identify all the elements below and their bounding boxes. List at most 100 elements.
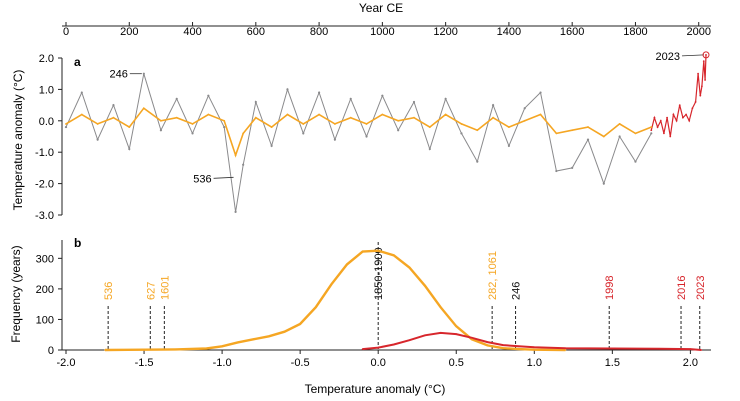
- panel-a-letter: a: [74, 55, 81, 69]
- panel-b-smoothed-point: [346, 263, 348, 266]
- panel-b-x-axis-label: Temperature anomaly (°C): [305, 382, 446, 396]
- panel-b-points: [104, 249, 703, 351]
- panel-a-annotations: 246 536 2023: [109, 51, 710, 185]
- panel-b-smoothed-point: [502, 347, 504, 349]
- panel-a-instrumental-point: [704, 79, 706, 81]
- panel-a-smoothed-point: [175, 116, 178, 119]
- panel-b-instrumental-point: [471, 336, 473, 339]
- panel-a-x-tick-label: 600: [247, 26, 265, 38]
- panel-b-instrumental-point: [689, 348, 692, 350]
- panel-b-smoothed-point: [471, 338, 473, 341]
- panel-a-annual-point: [128, 147, 131, 151]
- panel-a-annual-point: [191, 132, 194, 135]
- panel-a-points: [64, 53, 707, 213]
- panel-a-smoothed-point: [302, 123, 305, 125]
- panel-b-smoothed-point: [486, 344, 489, 347]
- panel-a-annual-point: [634, 160, 637, 163]
- panel-a-annual-point: [428, 147, 431, 151]
- panel-a-instrumental-point: [675, 119, 678, 122]
- panel-b-y-tick-label: 0: [48, 345, 54, 357]
- panel-a-annotation-marker: [702, 51, 710, 59]
- panel-b-instrumental-point: [393, 343, 395, 346]
- panel-a-x-tick-label: 1400: [497, 26, 521, 38]
- panel-a-x-tick-label: 1600: [560, 26, 584, 38]
- panel-b-marker-label: 2016: [676, 276, 688, 300]
- panel-b-smoothed-point: [533, 348, 536, 351]
- panel-a-smoothed-point: [508, 126, 510, 128]
- panel-a-instrumental-point: [699, 94, 702, 97]
- panel-b-marker-label: 627: [145, 282, 157, 300]
- panel-a-instrumental-point: [659, 119, 662, 122]
- panel-b-year-markers: 536 627 1601 1850-1900 282, 1061 246 1998 2016 2…: [103, 242, 707, 349]
- panel-b-x-tick-label: 1.5: [605, 357, 620, 369]
- panel-a-smoothed-point: [334, 123, 336, 125]
- panel-b-smoothed-point: [424, 285, 426, 287]
- panel-b-instrumental-point: [455, 333, 458, 335]
- panel-a-annual-point: [412, 100, 416, 104]
- panel-b-smoothed-point: [408, 266, 411, 269]
- panel-a-smoothed-point: [460, 123, 463, 125]
- panel-a-instrumental-point: [705, 53, 707, 56]
- panel-b-marker-label: 246: [511, 282, 523, 300]
- panel-a-instrumental-point: [650, 129, 653, 132]
- instrumental-temperature-line: [650, 54, 707, 137]
- panel-b-x-tick-label: 1.0: [527, 357, 542, 369]
- panel-a-instrumental-point: [691, 107, 694, 110]
- smoothed-temperature-line: [65, 107, 652, 158]
- panel-b-smoothed-point: [236, 341, 239, 344]
- panel-a-smoothed-point: [80, 113, 83, 116]
- panel-b-smoothed-point: [564, 349, 567, 351]
- panel-a-instrumental-point: [694, 101, 697, 103]
- panel-a-smoothed-point: [254, 116, 257, 119]
- panel-a-smoothed-point: [349, 116, 352, 119]
- panel-a-annotation-label: 536: [193, 173, 211, 185]
- panel-a-smoothed-point: [413, 116, 415, 119]
- panel-a-smoothed-point: [234, 154, 237, 157]
- panel-b-x-tick-label: -1.5: [135, 357, 154, 369]
- panel-a-smoothed-point: [112, 116, 115, 119]
- panel-a-instrumental-point: [656, 126, 659, 128]
- panel-b-y-axis-label: Frequency (years): [9, 245, 23, 342]
- panel-a-y-ticks: 2.0 1.0 0.0 -1.0 -2.0 -3.0: [35, 53, 62, 222]
- panel-a-annual-point: [571, 166, 574, 169]
- panel-b-smoothed-point: [455, 325, 458, 327]
- panel-a-x-tick-label: 200: [120, 26, 138, 38]
- panel-a-x-tick-label: 800: [310, 26, 328, 38]
- panel-b-x-tick-label: -1.0: [213, 357, 232, 369]
- panel-a-x-tick-label: 2000: [686, 26, 710, 38]
- panel-b-instrumental-point: [424, 334, 426, 337]
- panel-a-annual-point: [286, 88, 289, 91]
- panel-b-smoothed-point: [330, 283, 333, 286]
- panel-b-instrumental-point: [408, 339, 411, 342]
- panel-a-y-axis-label: Temperature anomaly (°C): [11, 70, 25, 211]
- panel-b-y-tick-label: 300: [36, 253, 54, 265]
- panel-b-instrumental-point: [502, 344, 504, 346]
- panel-a-annual-point: [539, 91, 542, 94]
- panel-b-instrumental-point: [611, 347, 614, 350]
- panel-a-instrumental-point: [669, 135, 672, 138]
- panel-a-annotation-label: 2023: [656, 51, 680, 63]
- panel-a-instrumental-point: [663, 132, 665, 135]
- panel-a-instrumental-point: [678, 104, 681, 106]
- panel-a-x-tick-label: 400: [183, 26, 201, 38]
- panel-b-smoothed-point: [205, 347, 208, 350]
- panel-a-smoothed-point: [539, 113, 542, 116]
- panel-b-y-tick-label: 200: [36, 284, 54, 296]
- panel-b-smoothed-point: [314, 306, 317, 309]
- panel-a-annual-point: [523, 107, 526, 110]
- panel-a-smoothed-point: [207, 113, 210, 116]
- panel-a-annual-point: [159, 129, 163, 132]
- panel-b-y-tick-label: 100: [36, 314, 54, 326]
- panel-a-smoothed-point: [365, 123, 368, 125]
- panel-a-annual-point: [254, 100, 257, 104]
- panel-b-smoothed-point: [104, 349, 106, 351]
- panel-a-smoothed-point: [223, 119, 226, 122]
- panel-b-smoothed-point: [283, 330, 286, 333]
- panel-a-x-tick-label: 1800: [623, 26, 647, 38]
- panel-a-x-tick-label: 1000: [370, 26, 394, 38]
- panel-b-smoothed-point: [174, 348, 177, 351]
- panel-b-smoothed-point: [299, 323, 301, 325]
- panel-a-y-tick-label: -3.0: [35, 210, 54, 222]
- panel-a-smoothed-point: [397, 119, 400, 122]
